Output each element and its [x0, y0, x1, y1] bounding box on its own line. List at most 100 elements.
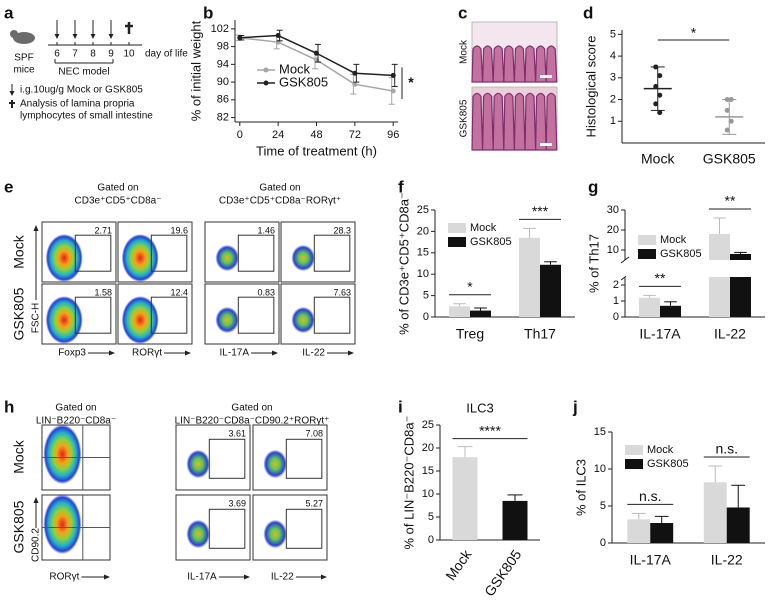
- x-tick-label: GSK805: [481, 547, 525, 600]
- y-tick-label: 5: [600, 500, 606, 512]
- x-tick-label: Th17: [524, 326, 556, 342]
- y-tick-label: 98: [217, 41, 229, 53]
- x-tick-label: 72: [349, 129, 361, 141]
- axis-label: IL-17A: [187, 572, 217, 583]
- legend-swatch: [638, 235, 656, 245]
- gate-frequency: 3.61: [228, 428, 246, 438]
- cell-cloud: [291, 244, 316, 272]
- legend-text: lymphocytes of small intestine: [20, 111, 153, 122]
- y-tick-label: 5: [428, 511, 434, 523]
- y-tick-label: 94: [217, 58, 229, 70]
- point: [657, 73, 663, 79]
- x-tick-label: 96: [387, 129, 399, 141]
- gate: [208, 438, 246, 479]
- x-tick-label: Mock: [442, 546, 475, 583]
- point: [653, 84, 659, 89]
- axis-label: RORγt: [49, 572, 79, 583]
- y-tick-label: 20: [422, 442, 434, 454]
- legend-text: Analysis of lamina propria: [20, 99, 135, 110]
- y-tick-label: 20: [607, 224, 619, 236]
- row-label: Mock: [11, 234, 27, 268]
- arrow-head: [109, 350, 115, 356]
- y-tick-label: 3: [610, 72, 616, 84]
- gate: [208, 508, 246, 549]
- panel-label: d: [583, 3, 593, 22]
- arrow-head: [9, 91, 15, 96]
- annotation: *: [691, 25, 697, 41]
- y-tick-label: 10: [417, 268, 429, 280]
- bar: [660, 305, 681, 317]
- cell-cloud: [215, 306, 240, 334]
- bar: [452, 457, 478, 540]
- panel-label: a: [4, 3, 14, 22]
- day-label: 9: [108, 49, 114, 60]
- point: [724, 127, 730, 133]
- bar: [519, 237, 540, 317]
- cell-cloud: [291, 306, 316, 334]
- x-tick-label: IL-22: [711, 552, 743, 568]
- gate: [313, 234, 351, 272]
- gate: [313, 296, 351, 334]
- flow-plot-frame: [175, 424, 251, 491]
- point: [390, 88, 396, 94]
- chart-title: ILC3: [466, 400, 493, 415]
- x-tick-label: IL-17A: [630, 552, 672, 568]
- cell-cloud: [263, 519, 288, 549]
- arrow-head: [72, 34, 78, 39]
- day-axis-label: day of life: [145, 49, 188, 60]
- arrow-head: [185, 350, 191, 356]
- histology-row-label: Mock: [459, 39, 470, 64]
- point: [657, 92, 663, 98]
- x-axis-label: Time of treatment (h): [256, 143, 377, 158]
- arrow-head: [321, 574, 327, 580]
- y-tick-label: 2: [613, 279, 619, 291]
- y-tick-label: 25: [422, 419, 434, 431]
- axis-break: [620, 256, 630, 264]
- x-tick-label: GSK805: [703, 151, 756, 167]
- arrow-head: [90, 34, 96, 39]
- point: [657, 110, 663, 116]
- y-tick-label: 0: [428, 534, 434, 546]
- row-label: GSK805: [11, 287, 27, 340]
- axis-label: IL-22: [271, 572, 294, 583]
- y-axis-label: % of CD3e⁺CD5⁺CD8a⁻: [396, 192, 411, 335]
- bar: [650, 523, 674, 543]
- bar: [540, 264, 561, 317]
- y-tick-label: 102: [211, 23, 229, 35]
- x-tick-label: 0: [237, 129, 243, 141]
- y-tick-label: 2: [610, 93, 616, 105]
- y-tick-label: 4: [610, 50, 616, 62]
- gate-frequency: 7.63: [333, 287, 351, 297]
- y-axis-label: Histological score: [583, 36, 598, 138]
- annotation: *: [408, 74, 414, 90]
- y-tick-label: 10: [422, 488, 434, 500]
- cell-cloud: [121, 296, 159, 344]
- gate: [74, 296, 112, 334]
- y-tick-label: 90: [217, 76, 229, 88]
- gate-title: Gated on: [259, 183, 300, 194]
- arrow-head: [33, 497, 39, 503]
- cell-cloud: [43, 494, 82, 555]
- gate-frequency: 2.71: [94, 225, 112, 235]
- gate-frequency: 7.08: [305, 428, 323, 438]
- gate: [285, 508, 323, 549]
- gate-population: LIN⁻B220⁻CD8a⁻CD90.2⁺RORγt⁺: [175, 416, 330, 427]
- annotation: **: [655, 270, 666, 286]
- y-axis-label: % of ILC3: [573, 459, 588, 516]
- point: [352, 70, 358, 76]
- arrow-head: [244, 574, 250, 580]
- point: [728, 118, 734, 124]
- legend-text: i.g.10ug/g Mock or GSK805: [20, 85, 143, 96]
- gate-frequency: 28.3: [333, 225, 351, 235]
- y-tick-label: 1: [613, 295, 619, 307]
- day-label: 10: [123, 49, 135, 60]
- gate: [237, 296, 275, 334]
- arrow-head: [54, 34, 60, 39]
- y-tick-label: 15: [594, 426, 606, 438]
- arrow-head: [108, 34, 114, 39]
- bar: [639, 297, 660, 317]
- scale-bar: [540, 75, 552, 78]
- bar: [703, 482, 727, 543]
- point: [724, 107, 730, 113]
